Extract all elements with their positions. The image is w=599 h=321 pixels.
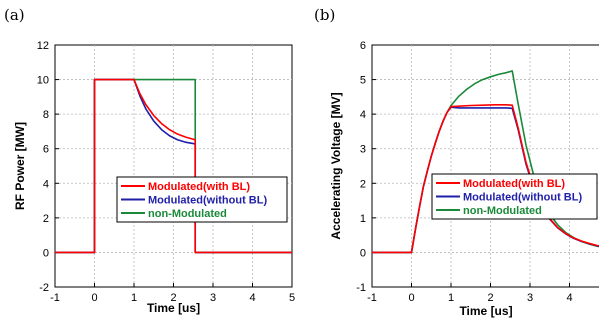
chart-b-series-lines [372, 70, 599, 254]
chart-b-x-tick-label: 0 [408, 292, 414, 304]
chart-b-y-tick-label: 1 [360, 213, 366, 225]
chart-b-x-tick-label: 3 [527, 292, 533, 304]
chart-b-x-tick-label: 2 [487, 292, 493, 304]
chart-a-y-tick-label: -2 [39, 282, 49, 294]
chart-b-y-axis-title: Accelerating Voltage [MV] [329, 92, 343, 239]
chart-a-x-tick-label: 0 [91, 292, 97, 304]
chart-a-x-tick-label: 3 [210, 292, 216, 304]
chart-a-y-tick-labels: -2 0 2 4 6 8 10 12 [37, 40, 49, 294]
chart-b-legend-label-non-modulated: non-Modulated [463, 205, 542, 217]
chart-b-x-tick-label: -1 [367, 292, 377, 304]
chart-a-y-tick-label: 4 [43, 178, 49, 190]
chart-a-legend: Modulated(with BL) Modulated(without BL)… [116, 176, 288, 223]
chart-a-series-line-with-bl [55, 78, 292, 254]
chart-b-y-tick-label: 0 [360, 247, 366, 259]
chart-b: (b) -1 0 1 2 3 4 -1 0 1 2 3 4 5 6 Time [us] Accelera… [314, 6, 599, 318]
chart-b-y-tick-label: 4 [360, 109, 366, 121]
chart-a-x-tick-label: 2 [170, 292, 176, 304]
chart-a-y-tick-label: 6 [43, 144, 49, 156]
chart-b-y-tick-label: 2 [360, 178, 366, 190]
chart-b-legend-label-without-bl: Modulated(without BL) [463, 192, 582, 204]
chart-b-y-tick-label: 3 [360, 144, 366, 156]
chart-b-panel-label: (b) [314, 6, 335, 24]
chart-a-y-tick-label: 8 [43, 109, 49, 121]
chart-a-y-axis-title: RF Power [MW] [13, 122, 27, 210]
chart-a-legend-label-with-bl: Modulated(with BL) [148, 181, 250, 193]
chart-a-y-tick-label: 0 [43, 247, 49, 259]
chart-a-x-tick-label: 1 [131, 292, 137, 304]
chart-a-x-tick-label: 4 [249, 292, 255, 304]
chart-b-plot-area [371, 44, 599, 288]
chart-b-x-tick-labels: -1 0 1 2 3 4 [367, 292, 572, 304]
chart-a-y-tick-label: 12 [37, 40, 49, 52]
chart-b-x-tick-label: 4 [566, 292, 572, 304]
chart-b-legend: Modulated(with BL) Modulated(without BL)… [431, 173, 598, 220]
chart-a-x-axis-title: Time [us] [147, 301, 200, 315]
chart-b-y-tick-label: 6 [360, 40, 366, 52]
chart-a-x-tick-label: -1 [50, 292, 60, 304]
chart-b-y-tick-labels: -1 0 1 2 3 4 5 6 [356, 40, 366, 294]
chart-b-x-axis-title: Time [us] [459, 304, 512, 318]
chart-a-y-tick-label: 10 [37, 75, 49, 87]
chart-b-series-line-with-bl [372, 104, 599, 254]
chart-b-y-tick-label: 5 [360, 75, 366, 87]
chart-b-x-tick-label: 1 [448, 292, 454, 304]
chart-b-y-tick-label: -1 [356, 282, 366, 294]
chart-a-x-tick-label: 5 [289, 292, 295, 304]
chart-a-y-tick-label: 2 [43, 213, 49, 225]
chart-a-panel-label: (a) [4, 6, 25, 24]
chart-a-series-lines [55, 78, 292, 254]
chart-b-legend-label-with-bl: Modulated(with BL) [463, 178, 565, 190]
chart-a-legend-label-without-bl: Modulated(without BL) [148, 195, 267, 207]
chart-a-legend-label-non-modulated: non-Modulated [148, 208, 227, 220]
chart-a-legend-box [116, 176, 288, 223]
chart-a-x-tick-labels: -1 0 1 2 3 4 5 [50, 292, 295, 304]
